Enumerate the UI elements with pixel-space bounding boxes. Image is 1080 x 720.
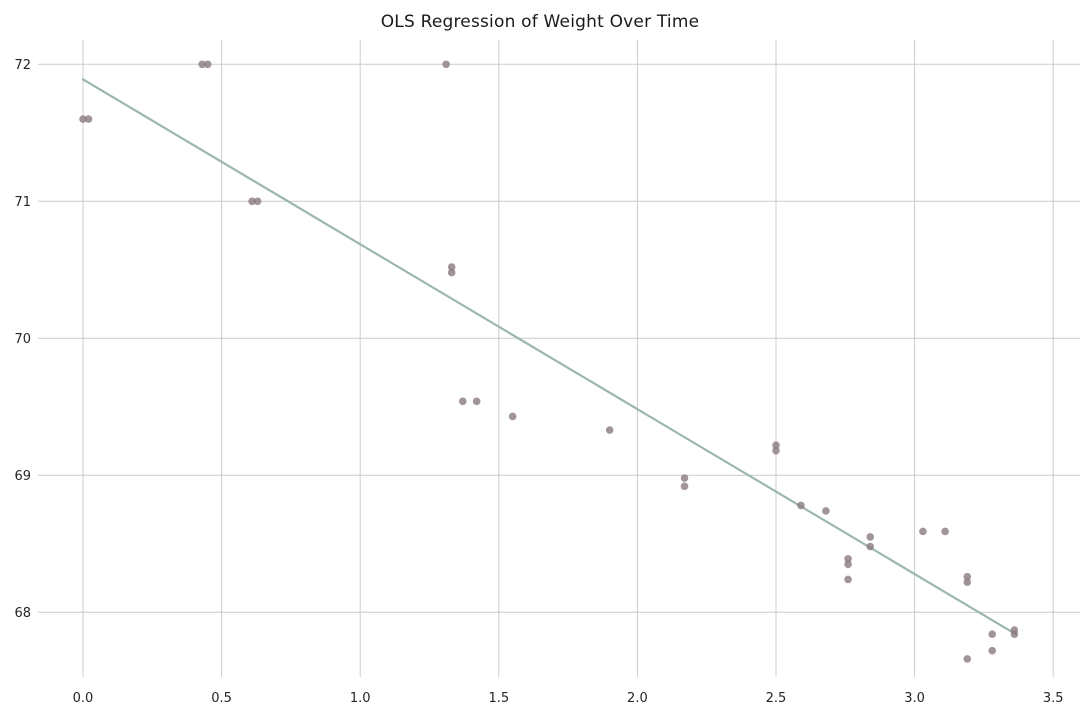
- data-point: [772, 446, 780, 455]
- data-point: [963, 655, 972, 663]
- data-point: [253, 197, 262, 206]
- data-point: [797, 501, 805, 510]
- x-tick-label-0.0: 0.0: [73, 691, 94, 706]
- x-tick-label-1.5: 1.5: [488, 691, 509, 706]
- data-point: [822, 507, 830, 515]
- y-tick-label-68: 68: [14, 606, 31, 621]
- x-tick-label-3.5: 3.5: [1043, 691, 1064, 706]
- chart-title: OLS Regression of Weight Over Time: [380, 12, 700, 32]
- data-point: [1010, 630, 1019, 639]
- data-point: [866, 542, 875, 551]
- data-point: [605, 426, 614, 434]
- data-point: [680, 482, 689, 491]
- data-point: [844, 555, 852, 563]
- data-point: [447, 268, 456, 277]
- data-point: [988, 630, 997, 639]
- x-tick-label-2.5: 2.5: [766, 691, 787, 706]
- regression-line: [81, 78, 1017, 636]
- x-tick-label-0.5: 0.5: [211, 691, 232, 706]
- x-tick-label-3.0: 3.0: [904, 691, 925, 706]
- data-point: [941, 527, 949, 536]
- data-point: [772, 441, 780, 449]
- data-point: [447, 263, 456, 271]
- data-point: [248, 197, 256, 206]
- data-point: [472, 397, 481, 406]
- data-point: [84, 115, 93, 123]
- x-tick-label-2.0: 2.0: [627, 691, 648, 706]
- data-point: [680, 474, 689, 482]
- data-point: [508, 412, 517, 421]
- data-point: [442, 60, 450, 69]
- data-point: [198, 60, 206, 69]
- data-point: [844, 560, 852, 569]
- y-tick-label-72: 72: [14, 58, 31, 73]
- x-tick-label-1.0: 1.0: [350, 691, 371, 706]
- data-point: [963, 572, 972, 581]
- data-point: [919, 527, 927, 536]
- y-tick-label-70: 70: [14, 332, 31, 347]
- y-tick-label-71: 71: [14, 195, 31, 210]
- data-point: [458, 397, 467, 406]
- data-point: [866, 533, 875, 541]
- data-point: [963, 578, 972, 586]
- data-point: [203, 60, 212, 69]
- y-tick-label-69: 69: [14, 469, 31, 484]
- data-point: [79, 115, 87, 123]
- data-point: [988, 646, 997, 655]
- data-point: [844, 575, 852, 584]
